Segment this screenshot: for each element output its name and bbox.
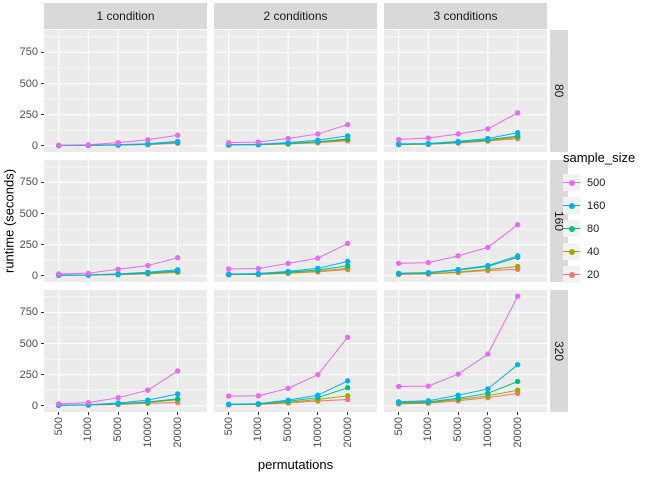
- legend-entry-40: 40: [563, 243, 669, 260]
- x-tick-label: 1000: [422, 417, 435, 442]
- x-tick-mark: [487, 412, 489, 415]
- facet-col-strip-3: 3 conditions: [384, 3, 547, 29]
- y-tick-mark: [41, 213, 44, 215]
- x-tick-mark: [58, 412, 60, 415]
- legend-key-swatch: [563, 220, 580, 237]
- facet-panel-80-3-conditions: [384, 30, 547, 152]
- y-tick-label: 750: [19, 306, 38, 319]
- legend-point-icon: [568, 248, 575, 255]
- legend-point-icon: [568, 225, 575, 232]
- y-tick-label: 0: [31, 399, 38, 412]
- x-tick-label: 500: [52, 417, 65, 436]
- x-axis-title: permutations: [257, 457, 334, 472]
- facet-panel-160-1-condition: [44, 160, 207, 282]
- x-tick-mark: [177, 412, 179, 415]
- facet-panel-80-2-conditions: [214, 30, 377, 152]
- x-tick-mark: [398, 412, 400, 415]
- y-tick-mark: [41, 405, 44, 407]
- y-tick-label: 500: [19, 207, 38, 220]
- x-tick-label: 20000: [341, 417, 354, 448]
- y-tick-mark: [41, 114, 44, 116]
- y-tick-mark: [41, 181, 44, 183]
- x-tick-mark: [517, 412, 519, 415]
- y-tick-label: 500: [19, 337, 38, 350]
- x-tick-label: 10000: [311, 417, 324, 448]
- legend-label: 160: [587, 199, 606, 212]
- legend-title: sample_size: [563, 150, 636, 165]
- x-tick-label: 500: [222, 417, 235, 436]
- y-tick-label: 500: [19, 77, 38, 90]
- x-tick-mark: [147, 412, 149, 415]
- facet-row-label: 320: [552, 340, 566, 362]
- x-tick-mark: [117, 412, 119, 415]
- y-tick-mark: [41, 311, 44, 313]
- y-tick-label: 250: [19, 238, 38, 251]
- legend-point-icon: [568, 179, 575, 186]
- x-tick-mark: [317, 412, 319, 415]
- legend-key-swatch: [563, 243, 580, 260]
- x-tick-label: 5000: [452, 417, 465, 442]
- facet-panel-320-1-condition: [44, 290, 207, 412]
- x-tick-label: 10000: [481, 417, 494, 448]
- facet-row-label: 80: [552, 84, 566, 98]
- y-tick-label: 0: [31, 269, 38, 282]
- legend-entry-160: 160: [563, 197, 669, 214]
- legend-entry-80: 80: [563, 220, 669, 237]
- x-tick-mark: [457, 412, 459, 415]
- facet-col-label: 2 conditions: [263, 9, 328, 23]
- y-tick-label: 250: [19, 368, 38, 381]
- x-tick-label: 20000: [171, 417, 184, 448]
- facet-panel-80-1-condition: [44, 30, 207, 152]
- x-tick-label: 1000: [82, 417, 95, 442]
- legend-point-icon: [568, 202, 575, 209]
- x-tick-mark: [87, 412, 89, 415]
- facet-panel-160-3-conditions: [384, 160, 547, 282]
- legend-label: 80: [587, 222, 600, 235]
- x-tick-mark: [257, 412, 259, 415]
- x-tick-mark: [287, 412, 289, 415]
- legend: sample_size 500 160 80 40 20: [563, 150, 669, 289]
- x-tick-label: 20000: [511, 417, 524, 448]
- x-tick-label: 5000: [112, 417, 125, 442]
- x-tick-label: 5000: [282, 417, 295, 442]
- facet-col-label: 3 conditions: [433, 9, 498, 23]
- legend-key-swatch: [563, 174, 580, 191]
- facet-col-strip-1: 1 condition: [44, 3, 207, 29]
- y-tick-mark: [41, 145, 44, 147]
- y-tick-mark: [41, 374, 44, 376]
- facet-col-strip-2: 2 conditions: [214, 3, 377, 29]
- y-tick-mark: [41, 83, 44, 85]
- facet-col-label: 1 condition: [96, 9, 155, 23]
- legend-label: 20: [587, 268, 600, 281]
- x-tick-mark: [347, 412, 349, 415]
- facet-row-strip-320: 320: [550, 290, 568, 412]
- facet-row-label: 160: [552, 210, 566, 232]
- x-tick-mark: [427, 412, 429, 415]
- legend-point-icon: [568, 271, 575, 278]
- x-tick-label: 500: [392, 417, 405, 436]
- facet-panel-160-2-conditions: [214, 160, 377, 282]
- y-tick-label: 0: [31, 139, 38, 152]
- y-tick-label: 750: [19, 46, 38, 59]
- y-tick-mark: [41, 343, 44, 345]
- legend-entry-500: 500: [563, 174, 669, 191]
- facet-row-strip-80: 80: [550, 30, 568, 152]
- y-tick-label: 750: [19, 176, 38, 189]
- y-tick-label: 250: [19, 108, 38, 121]
- y-tick-mark: [41, 51, 44, 53]
- x-tick-mark: [228, 412, 230, 415]
- facet-panel-320-3-conditions: [384, 290, 547, 412]
- legend-label: 500: [587, 176, 606, 189]
- y-tick-mark: [41, 275, 44, 277]
- legend-label: 40: [587, 245, 600, 258]
- y-tick-mark: [41, 244, 44, 246]
- legend-key-swatch: [563, 266, 580, 283]
- facet-panel-320-2-conditions: [214, 290, 377, 412]
- legend-entry-20: 20: [563, 266, 669, 283]
- x-tick-label: 10000: [141, 417, 154, 448]
- x-tick-label: 1000: [252, 417, 265, 442]
- legend-key-swatch: [563, 197, 580, 214]
